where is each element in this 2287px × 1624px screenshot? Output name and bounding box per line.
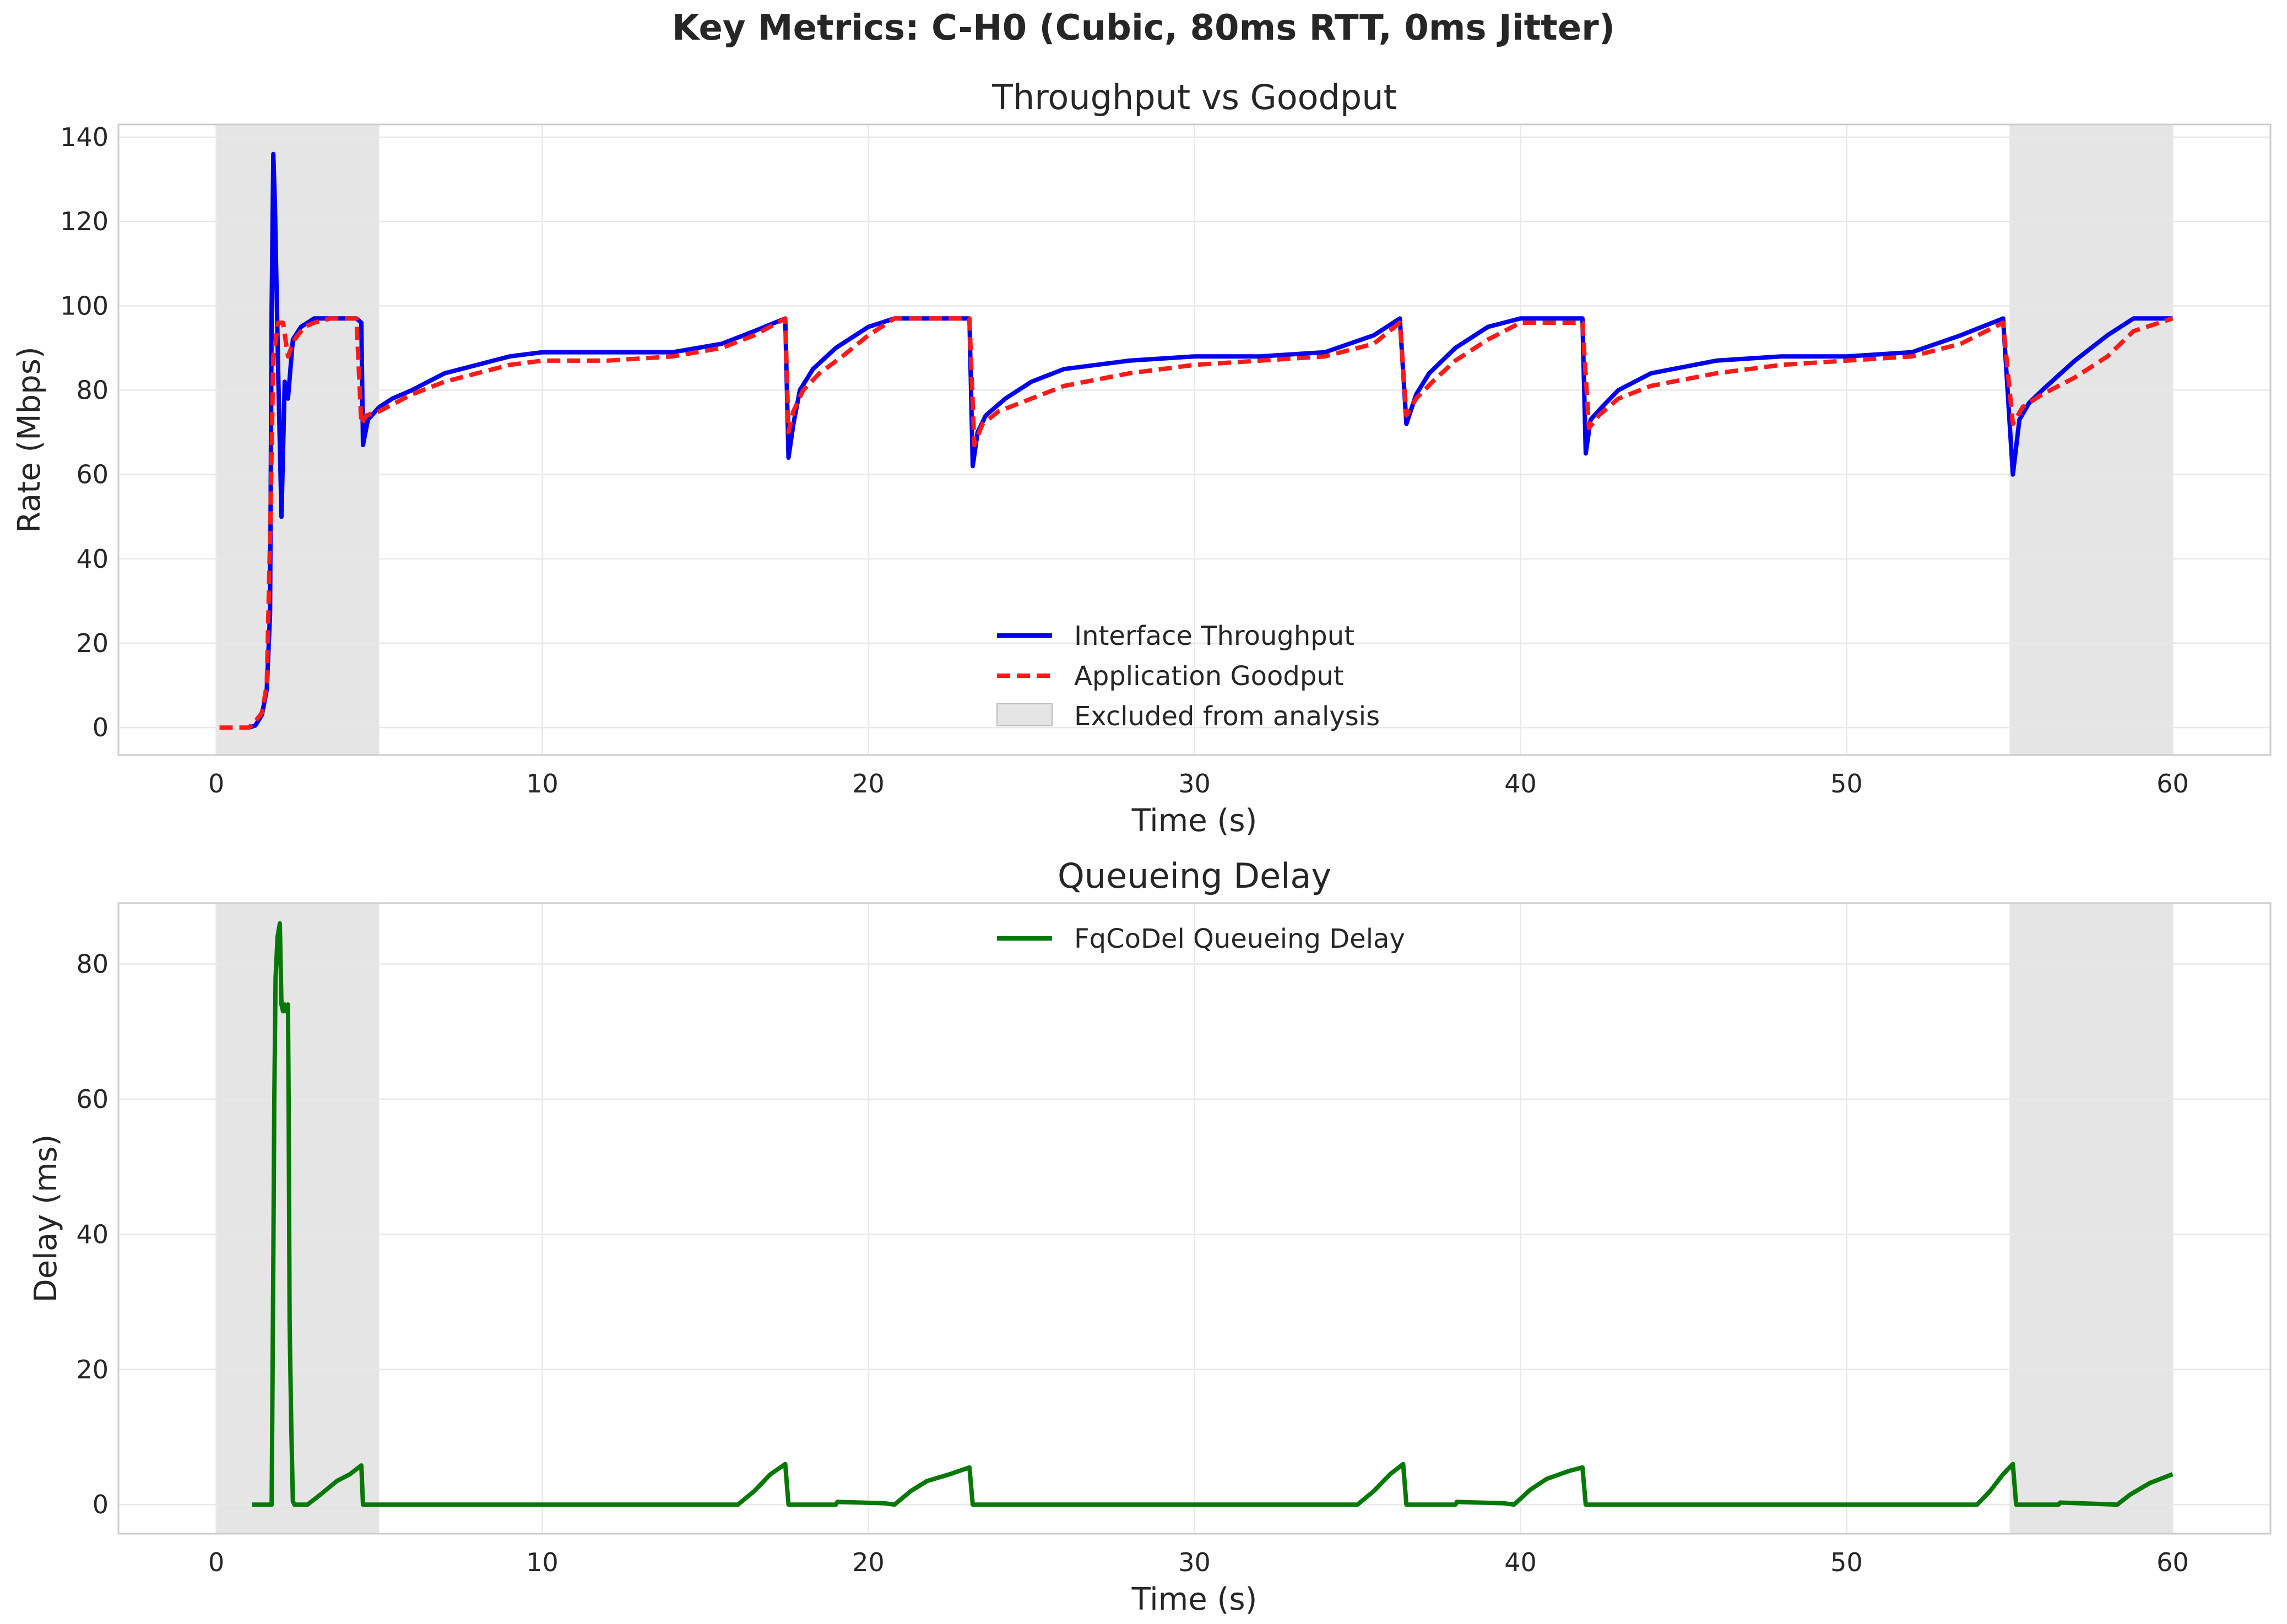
x-tick-label: 60 [2156, 769, 2189, 799]
queueing-delay-chart: 0 10 20 30 40 50 60 0 20 40 60 80 Queueing Delay Time… [28, 856, 2272, 1617]
y-tick-label: 20 [76, 628, 109, 658]
y-tick-label: 80 [76, 949, 109, 979]
chart-title: Throughput vs Goodput [991, 77, 1397, 117]
x-axis-label: Time (s) [1131, 1582, 1258, 1617]
x-tick-label: 60 [2156, 1547, 2189, 1577]
x-tick-label: 10 [526, 769, 559, 799]
y-tick-label: 120 [60, 207, 109, 236]
excluded-region-0 [216, 903, 380, 1534]
x-tick-label: 20 [852, 1547, 885, 1577]
y-axis-label: Rate (Mbps) [12, 346, 47, 533]
legend: Interface Throughput Application Goodput E… [996, 621, 1380, 732]
y-tick-label: 100 [60, 291, 109, 321]
legend-label: Application Goodput [1074, 661, 1344, 692]
y-tick-label: 40 [76, 544, 109, 574]
throughput-goodput-chart: 0 10 20 30 40 50 60 0 20 40 60 80 100 120 140 Throughpu… [12, 77, 2272, 839]
figure-suptitle: Key Metrics: C-H0 (Cubic, 80ms RTT, 0ms … [672, 8, 1615, 48]
x-tick-label: 40 [1504, 769, 1537, 799]
x-tick-label: 30 [1178, 769, 1211, 799]
y-tick-label: 40 [76, 1219, 109, 1249]
plot-frame [117, 123, 2272, 756]
y-tick-label: 20 [76, 1355, 109, 1384]
legend-label: Interface Throughput [1074, 621, 1354, 651]
x-tick-label: 10 [526, 1547, 559, 1577]
legend-label: Excluded from analysis [1074, 701, 1380, 732]
x-tick-label: 0 [208, 769, 224, 799]
y-tick-label: 80 [76, 376, 109, 405]
y-tick-label: 60 [76, 1084, 109, 1114]
legend: FqCoDel Queueing Delay [997, 924, 1405, 954]
x-tick-label: 50 [1830, 1547, 1863, 1577]
y-tick-label: 60 [76, 460, 109, 490]
x-tick-label: 20 [852, 769, 885, 799]
y-tick-label: 140 [60, 122, 109, 152]
series-line-fqcodel-queueing-delay [252, 921, 2174, 1507]
x-axis-label: Time (s) [1131, 803, 1258, 839]
x-tick-label: 30 [1178, 1547, 1211, 1577]
x-tick-label: 0 [208, 1547, 224, 1577]
legend-label: FqCoDel Queueing Delay [1074, 924, 1405, 954]
x-tick-label: 40 [1504, 1547, 1537, 1577]
chart-title: Queueing Delay [1058, 856, 1331, 896]
y-tick-label: 0 [93, 713, 109, 742]
excluded-region-1 [2009, 124, 2173, 755]
plot-frame [117, 902, 2272, 1535]
y-tick-label: 0 [93, 1490, 109, 1519]
x-tick-label: 50 [1830, 769, 1863, 799]
series-line-interface-throughput [248, 151, 2173, 730]
excluded-region-1 [2009, 903, 2173, 1534]
y-axis-label: Delay (ms) [28, 1134, 64, 1303]
legend-swatch-excluded [996, 703, 1053, 726]
excluded-region-0 [216, 124, 380, 755]
series-line-application-goodput [219, 316, 2174, 730]
